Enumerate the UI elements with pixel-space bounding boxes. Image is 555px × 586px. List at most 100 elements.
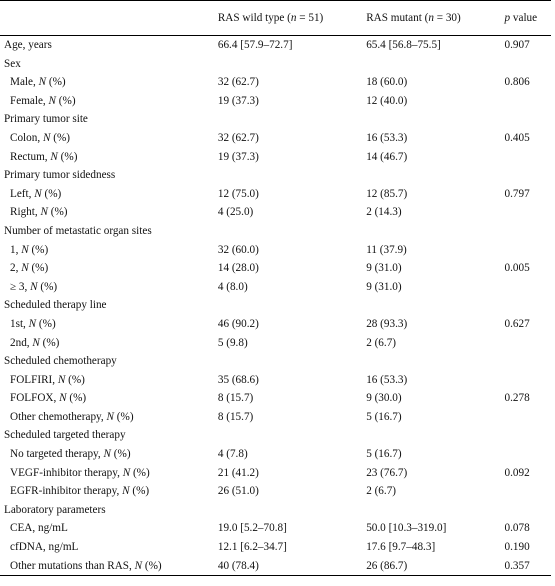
cell-ras-wild [218, 501, 366, 520]
table-row: 2, N (%) 14 (28.0) 9 (31.0) 0.005 [0, 259, 551, 278]
row-label: Scheduled targeted therapy [4, 429, 126, 442]
cell-p-value [505, 352, 552, 371]
section-row: Scheduled targeted therapy [0, 426, 551, 445]
table-row: FOLFIRI, N (%) 35 (68.6) 16 (53.3) [0, 371, 551, 390]
cell-ras-mutant: 2 (14.3) [366, 206, 402, 219]
row-label: 2, N (%) [10, 262, 49, 275]
row-label: Scheduled chemotherapy [4, 355, 117, 368]
section-row: Number of metastatic organ sites [0, 222, 551, 241]
cell-p-value [505, 203, 552, 222]
cell-p-value [505, 296, 552, 315]
row-label: Scheduled therapy line [4, 299, 107, 312]
section-row: Sex [0, 55, 551, 74]
cell-ras-wild: 21 (41.2) [217, 466, 259, 479]
row-label: Colon, N (%) [10, 131, 70, 144]
table-body: Age, years 66.4 [57.9–72.7] 65.4 [56.8–75.… [0, 36, 551, 576]
cell-ras-wild [218, 166, 366, 185]
characteristics-table: RAS wild type (n = 51) RAS mutant (n = 3… [0, 0, 551, 576]
cell-ras-mutant: 65.4 [56.8–75.5] [366, 39, 441, 51]
cell-ras-wild: 12 (75.0) [217, 187, 259, 200]
cell-ras-mutant: 9 (31.0) [366, 280, 402, 293]
cell-p-value: 0.405 [504, 131, 530, 144]
header-ras-mutant: RAS mutant (n = 30) [366, 12, 461, 24]
cell-ras-wild [218, 352, 366, 371]
cell-ras-mutant: 16 (53.3) [366, 373, 408, 386]
table-row: EGFR-inhibitor therapy, N (%) 26 (51.0) 2 … [0, 482, 551, 501]
table-row: Other chemotherapy, N (%) 8 (15.7) 5 (16.7… [0, 408, 551, 427]
cell-ras-wild: 19.0 [5.2–70.8] [217, 522, 287, 535]
table-row: ≥ 3, N (%) 4 (8.0) 9 (31.0) [0, 278, 551, 297]
cell-ras-mutant [366, 352, 504, 371]
cell-p-value [505, 408, 552, 427]
row-label: FOLFOX, N (%) [10, 392, 87, 405]
cell-ras-wild: 32 (62.7) [217, 76, 259, 89]
table-row: Colon, N (%) 32 (62.7) 16 (53.3) 0.405 [0, 129, 551, 148]
cell-ras-wild: 4 (8.0) [217, 280, 248, 293]
header-p-value: p value [504, 12, 538, 24]
cell-p-value: 0.357 [504, 559, 530, 572]
row-label: Other chemotherapy, N (%) [10, 410, 134, 423]
header-variable [0, 1, 218, 36]
row-label: 1, N (%) [10, 243, 49, 256]
cell-ras-mutant: 16 (53.3) [366, 131, 408, 144]
cell-p-value [505, 501, 552, 520]
section-row: Laboratory parameters [0, 501, 551, 520]
cell-p-value [505, 241, 552, 260]
table-row: Left, N (%) 12 (75.0) 12 (85.7) 0.797 [0, 185, 551, 204]
cell-ras-mutant: 9 (31.0) [366, 262, 402, 275]
cell-ras-mutant: 26 (86.7) [366, 559, 408, 572]
cell-p-value [505, 148, 552, 167]
cell-ras-mutant [366, 501, 504, 520]
cell-p-value [505, 445, 552, 464]
cell-ras-mutant [366, 296, 504, 315]
cell-ras-wild [218, 296, 366, 315]
section-row: Primary tumor sidedness [0, 166, 551, 185]
cell-ras-mutant [366, 110, 504, 129]
cell-ras-wild: 8 (15.7) [217, 410, 254, 423]
cell-ras-mutant: 50.0 [10.3–319.0] [366, 522, 447, 535]
row-label: Sex [4, 57, 21, 70]
cell-p-value [505, 110, 552, 129]
row-label: 2nd, N (%) [10, 336, 60, 349]
cell-p-value: 0.806 [504, 76, 530, 89]
cell-p-value: 0.190 [504, 541, 530, 554]
row-label: cfDNA, ng/mL [10, 541, 79, 554]
section-row: Scheduled chemotherapy [0, 352, 551, 371]
section-row: Scheduled therapy line [0, 296, 551, 315]
cell-ras-wild: 26 (51.0) [217, 485, 259, 498]
cell-ras-wild: 8 (15.7) [217, 392, 254, 405]
table-row: Rectum, N (%) 19 (37.3) 14 (46.7) [0, 148, 551, 167]
cell-p-value [505, 334, 552, 353]
row-label: Number of metastatic organ sites [4, 224, 152, 237]
cell-ras-mutant: 5 (16.7) [366, 448, 402, 461]
table-row: 2nd, N (%) 5 (9.8) 2 (6.7) [0, 334, 551, 353]
table-row: FOLFOX, N (%) 8 (15.7) 9 (30.0) 0.278 [0, 389, 551, 408]
row-label: Male, N (%) [10, 76, 66, 89]
row-label: 1st, N (%) [10, 317, 56, 330]
cell-ras-mutant: 17.6 [9.7–48.3] [366, 541, 436, 554]
table-row: Other mutations than RAS, N (%) 40 (78.4)… [0, 557, 551, 576]
cell-ras-wild: 66.4 [57.9–72.7] [217, 39, 293, 51]
row-label: Other mutations than RAS, N (%) [10, 559, 162, 572]
row-label: Right, N (%) [10, 206, 68, 219]
row-label: Primary tumor site [4, 113, 88, 126]
table-row: 1st, N (%) 46 (90.2) 28 (93.3) 0.627 [0, 315, 551, 334]
table-row: Female, N (%) 19 (37.3) 12 (40.0) [0, 92, 551, 111]
cell-ras-wild: 19 (37.3) [217, 150, 259, 163]
section-row: Age, years 66.4 [57.9–72.7] 65.4 [56.8–75.… [0, 36, 551, 55]
cell-p-value [505, 482, 552, 501]
cell-ras-mutant: 14 (46.7) [366, 150, 408, 163]
cell-p-value [505, 92, 552, 111]
table-row: CEA, ng/mL 19.0 [5.2–70.8] 50.0 [10.3–319.… [0, 519, 551, 538]
row-label: Laboratory parameters [4, 503, 106, 516]
cell-p-value [505, 222, 552, 241]
cell-ras-wild: 12.1 [6.2–34.7] [217, 541, 287, 554]
cell-p-value: 0.627 [504, 317, 530, 330]
cell-ras-wild: 35 (68.6) [217, 373, 259, 386]
cell-p-value [505, 278, 552, 297]
cell-ras-mutant: 9 (30.0) [366, 392, 402, 405]
row-label: FOLFIRI, N (%) [10, 373, 85, 386]
table-row: Male, N (%) 32 (62.7) 18 (60.0) 0.806 [0, 73, 551, 92]
cell-ras-mutant [366, 426, 504, 445]
